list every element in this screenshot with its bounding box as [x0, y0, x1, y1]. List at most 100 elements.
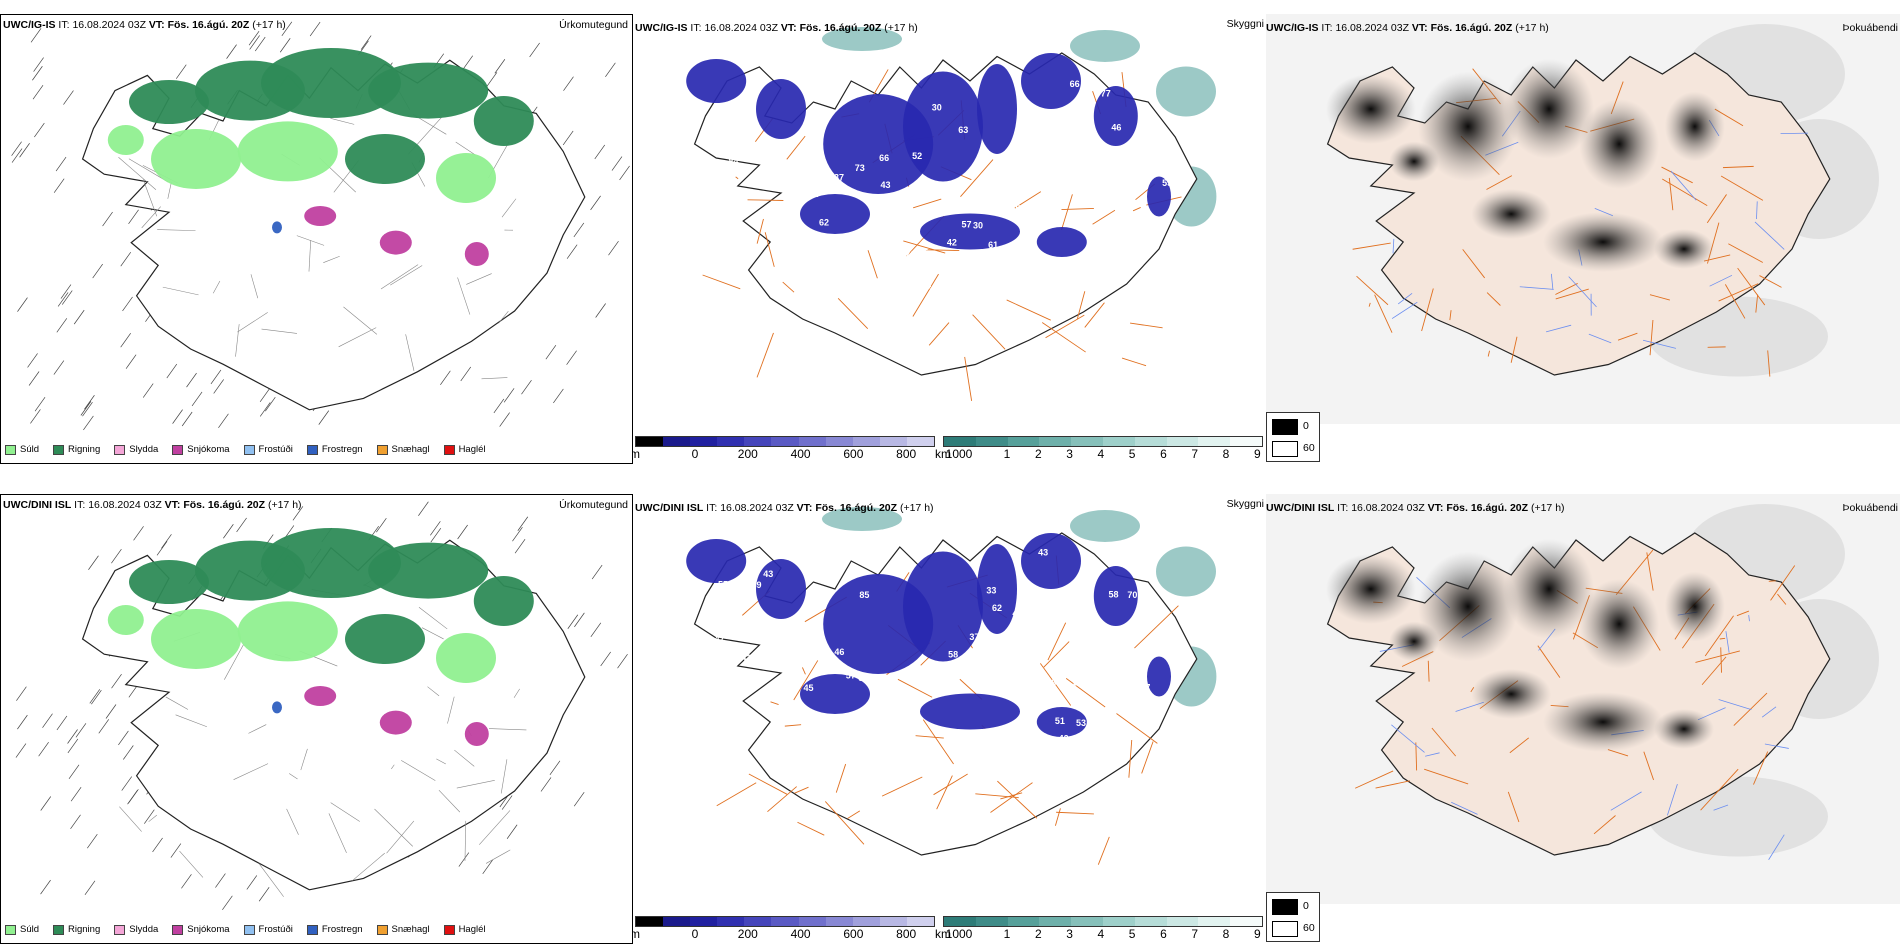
vt-value: Fös. 16.ágú. 20Z [183, 499, 266, 511]
road [960, 159, 994, 198]
road [330, 117, 355, 125]
road [513, 688, 520, 698]
road [1486, 292, 1501, 306]
visibility-blob [1156, 66, 1216, 117]
cloud-base-label: 58 [1109, 590, 1119, 600]
precip-title: Úrkomutegund [559, 19, 628, 31]
road [386, 820, 415, 854]
panel-header: UWC/DINI ISL IT: 16.08.2024 03Z VT: Fös.… [1266, 500, 1565, 516]
legend-label: Haglél [458, 924, 486, 935]
wind-barb [56, 318, 68, 333]
cloud-base-label: 61 [988, 240, 998, 250]
cloud-base-label: 52 [912, 151, 922, 161]
road [1132, 207, 1141, 212]
road [436, 758, 446, 765]
road [1643, 751, 1655, 781]
colorbar-swatch [636, 917, 664, 926]
legend-swatch [172, 924, 184, 935]
river [1667, 783, 1678, 816]
wind-barb [605, 62, 616, 77]
cloud-base-label: 74 [872, 748, 882, 758]
lead-time: (+17 h) [884, 22, 918, 34]
road [925, 249, 960, 251]
precip-legend: Súld Rigning Slydda Snjókoma Frostúði Frostre… [5, 444, 486, 455]
road [179, 850, 204, 878]
road [374, 808, 413, 847]
model-name: UWC/DINI ISL [1266, 502, 1335, 514]
wind-barb [91, 689, 102, 705]
road [1449, 310, 1452, 321]
cloud-base-colorbar: 0 200 400 600 800 1000 m [633, 436, 972, 461]
fog-blob [1543, 692, 1663, 752]
panel-header: UWC/IG-IS IT: 16.08.2024 03Z VT: Fös. 16… [3, 17, 286, 33]
cloud-base-colorbar: 0 200 400 600 800 1000 m [633, 916, 972, 941]
wind-barb [181, 411, 193, 427]
legend-swatch [443, 924, 455, 935]
cloud-base-label: 38 [1031, 300, 1041, 310]
wind-barb [430, 527, 442, 543]
cloud-base-label: 37 [834, 173, 844, 183]
legend-swatch [243, 444, 255, 455]
wind-barb [222, 895, 233, 911]
wind-barb [573, 791, 585, 807]
road [913, 198, 942, 209]
legend-label: Snjókoma [187, 924, 230, 935]
wind-barb [83, 415, 94, 431]
road [782, 281, 795, 293]
cloud-base-labels: 84 50 70 52 52 61 57 73 60 45 48 34 30 43 54 62 47 30 66 71… [719, 66, 1175, 311]
wind-barb [186, 372, 197, 388]
vt-label: VT: [148, 19, 165, 31]
cloud-base-blob [903, 71, 983, 182]
colorbar-tick: 800 [896, 927, 917, 941]
colorbar-tick: 8 [1222, 447, 1230, 461]
road [975, 793, 1019, 799]
wind-barb [55, 156, 67, 172]
road [1724, 284, 1746, 319]
wind-barb [499, 412, 510, 427]
cloud-base-label: 73 [855, 163, 865, 173]
road [1668, 177, 1674, 211]
wind-barb [120, 333, 131, 348]
iceland-coastline [693, 52, 1198, 376]
road [1129, 322, 1163, 329]
wind-barb [34, 122, 45, 138]
cloud-base-label: 39 [1066, 170, 1076, 180]
road [427, 686, 440, 697]
cloud-base-label: 38 [813, 293, 823, 303]
road [702, 274, 741, 290]
colorbar-tick: 9 [1253, 447, 1261, 461]
road [1424, 768, 1469, 785]
road [1507, 791, 1520, 823]
road [897, 678, 933, 698]
fog-legend-swatch [1272, 419, 1298, 435]
precip-blob [436, 153, 496, 203]
cloud-base-label: 54 [921, 281, 931, 291]
wind-barb [53, 360, 65, 375]
road [837, 297, 869, 330]
wind-barb [30, 28, 42, 43]
wind-barb [619, 165, 630, 181]
colorbar-swatch [825, 437, 853, 446]
precip-panel-top: UWC/IG-IS IT: 16.08.2024 03Z VT: Fös. 16… [0, 14, 633, 464]
road [997, 780, 1038, 819]
wind-barb [482, 859, 494, 874]
road [418, 606, 448, 630]
wind-barb [89, 689, 101, 704]
wind-barb [161, 534, 172, 549]
colorbar-swatch [975, 437, 1008, 446]
wind-barb [75, 723, 87, 738]
road [501, 198, 517, 218]
precip-blob [464, 242, 489, 266]
precip-areas [107, 48, 534, 266]
wind-barb [19, 143, 30, 158]
precip-blob [345, 134, 425, 184]
cloud-base-label: 55 [718, 579, 728, 589]
colorbar-swatch [1071, 437, 1103, 446]
cloud-base-label: 53 [1076, 718, 1086, 728]
wind-barb [540, 777, 552, 792]
cloud-base-label: 53 [875, 686, 885, 696]
fog-blob [1389, 141, 1439, 182]
cloud-base-labels: 82 41 53 46 46 52 74 47 57 46 53 33 55 76 37 58 74 58 31 43… [715, 547, 1161, 782]
colorbar-tick: 2 [1034, 447, 1042, 461]
wind-barb [175, 64, 187, 79]
